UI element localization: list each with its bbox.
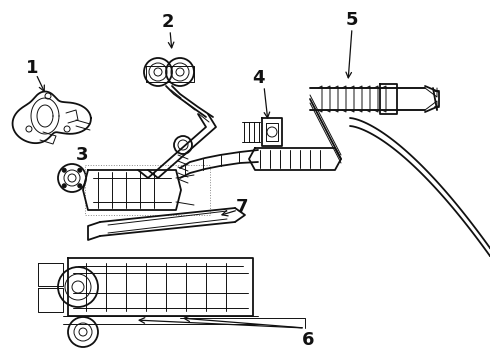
Circle shape — [78, 168, 82, 172]
Text: 6: 6 — [302, 331, 314, 349]
Circle shape — [62, 184, 66, 188]
Text: 7: 7 — [236, 198, 248, 216]
Text: 4: 4 — [252, 69, 264, 87]
Text: 2: 2 — [162, 13, 174, 31]
Circle shape — [78, 184, 82, 188]
Circle shape — [62, 168, 66, 172]
Text: 1: 1 — [26, 59, 38, 77]
Text: 3: 3 — [76, 146, 88, 164]
Text: 5: 5 — [346, 11, 358, 29]
